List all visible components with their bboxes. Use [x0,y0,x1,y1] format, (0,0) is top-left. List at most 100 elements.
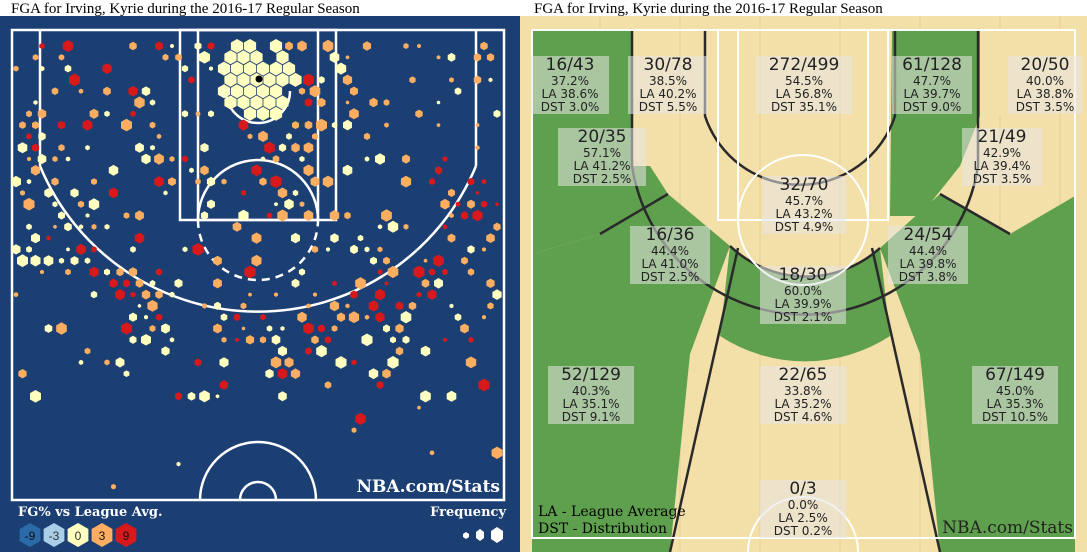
hexbin [181,65,189,73]
hexbin [387,265,399,279]
hexbin [344,211,351,220]
hexbin [248,292,252,297]
legend-hex-0 [19,523,41,547]
hexbin [243,84,257,99]
hexbin [62,40,74,52]
hexbin [322,39,334,53]
hexbin [31,232,40,244]
hexbin [84,347,91,355]
hexbin [154,176,164,188]
hexbin [297,40,307,52]
hexbin [38,132,46,141]
hexbin [289,72,302,87]
hexbin [220,313,228,321]
hexbin [37,109,47,119]
hexbin [368,368,379,380]
hexbin [130,110,136,117]
hexbin [284,198,294,210]
hexbin [91,246,97,253]
hexbin [237,72,250,87]
hexbin [189,167,194,173]
zone-fg-pct: 42.9% [982,146,1022,160]
hexbin [213,255,222,266]
hexbin [175,53,182,62]
hexbin [351,359,357,366]
hexbin [395,323,404,334]
hexbin [199,390,210,403]
hexbin [237,95,250,110]
hexbin [104,268,110,276]
hexbin [336,312,346,322]
hexbin [345,100,350,105]
hexbin [277,368,288,380]
hexbin [52,201,58,208]
hexbin [482,314,486,320]
hexbin [390,336,396,344]
hexbin [70,256,79,266]
hexbin [361,333,373,347]
hexbin [278,391,287,402]
hexbin [274,292,278,297]
hexbin [155,268,163,276]
hexbin [427,289,437,300]
frequency-medium-hex [476,529,484,541]
hexbin [230,39,244,53]
hexbin [409,76,416,84]
hexbin [417,405,421,410]
frequency-legend [463,527,503,543]
hexbin [377,224,383,230]
legend-hex-4 [115,523,137,547]
hexbin [221,336,227,343]
legend-value-4: 9 [123,529,130,543]
hexbin [235,337,239,342]
hexbin [170,43,174,49]
zone-label-left-elbow-mid: 16/36 44.4% LA 41.0% DST 2.5% [630,226,710,284]
hexbin [154,153,164,165]
hexbin [486,278,495,288]
hexbin [46,235,51,241]
hexbin [155,313,163,321]
hexbin [486,53,495,62]
hexbin-markers [11,39,503,490]
fg-legend: -9 -3 0 3 9 [19,523,137,547]
zone-fgm-fga: 16/43 [545,55,595,75]
hexbin [188,76,195,84]
hexbin [362,41,372,51]
hexbin [395,301,404,311]
hexbin-shot-chart: NBA.com/Stats FG% vs League Avg. Frequen… [0,16,520,552]
hexbin [475,145,480,151]
hexbin [199,51,210,64]
hexbin [123,370,130,377]
hexbin [400,311,412,324]
left-chart-title: FGA for Irving, Kyrie during the 2016-17… [11,1,360,17]
hexbin [263,72,276,87]
hexbin [149,280,156,287]
hexbin [58,54,65,61]
hexbin [375,311,385,323]
zone-la: LA 35.2% [774,397,832,411]
hexbin [111,483,116,490]
hexbin [442,156,448,162]
hexbin [130,246,136,253]
zone-dst: DST 3.8% [898,270,958,284]
hexbin [17,142,28,154]
hexbin [364,246,370,253]
zone-dst: DST 10.5% [981,410,1049,424]
hexbin [286,133,292,140]
hexbin [64,64,72,73]
zone-la: LA 39.7% [903,87,961,101]
zone-left-lane-line [668,247,740,552]
hexbin [436,55,441,60]
hexbin [76,243,86,255]
hexbin [332,280,337,286]
hexbin [141,289,151,300]
zone-label-left-wing-3: 52/129 40.3% LA 35.1% DST 9.1% [548,366,634,424]
zone-fg-pct: 60.0% [783,284,823,298]
hexbin [134,96,145,109]
hexbin [330,233,339,243]
hexbin [66,247,70,252]
hexbin [473,53,482,62]
hexbin [237,50,250,65]
hexbin [263,95,276,110]
three-point-arc [38,165,478,313]
